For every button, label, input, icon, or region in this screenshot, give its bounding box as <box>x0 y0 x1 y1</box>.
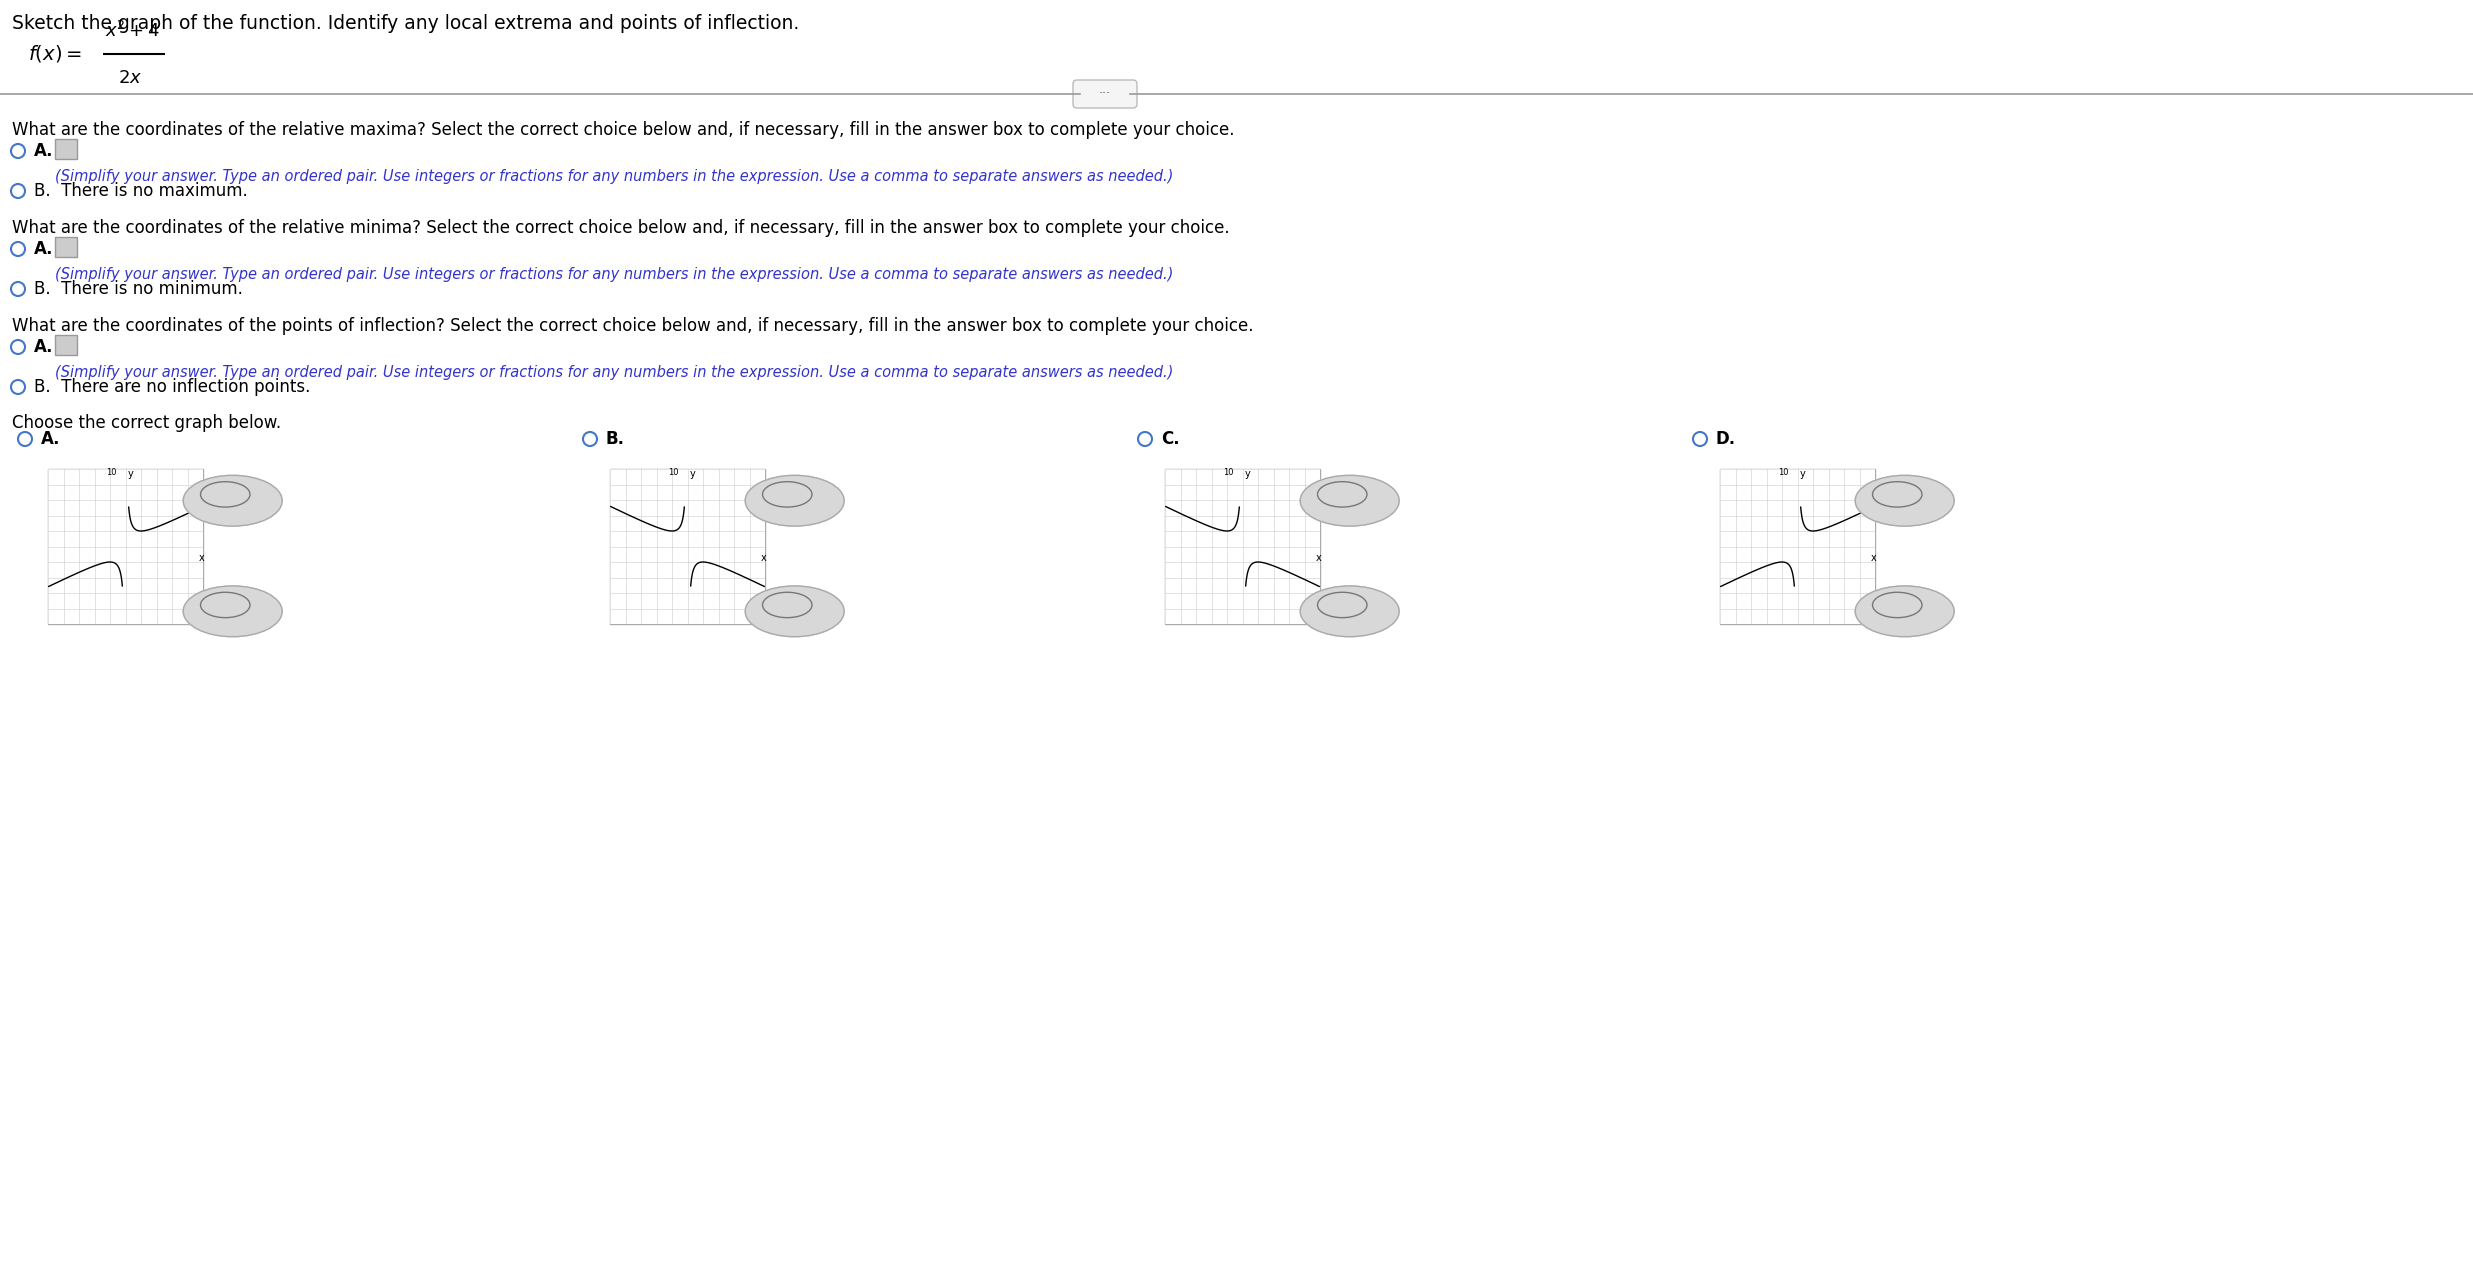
Text: B.  There is no minimum.: B. There is no minimum. <box>35 280 242 298</box>
Text: (Simplify your answer. Type an ordered pair. Use integers or fractions for any n: (Simplify your answer. Type an ordered p… <box>54 169 1172 184</box>
FancyBboxPatch shape <box>1073 80 1138 108</box>
FancyBboxPatch shape <box>1721 470 1875 624</box>
Text: +: + <box>1887 492 1894 503</box>
Text: x: x <box>762 553 767 563</box>
FancyBboxPatch shape <box>54 140 77 159</box>
Text: B.  There is no maximum.: B. There is no maximum. <box>35 181 247 201</box>
FancyBboxPatch shape <box>1165 470 1321 624</box>
Text: x: x <box>1870 553 1877 563</box>
Text: y: y <box>1800 470 1805 478</box>
Text: A.: A. <box>35 338 54 357</box>
Text: (Simplify your answer. Type an ordered pair. Use integers or fractions for any n: (Simplify your answer. Type an ordered p… <box>54 365 1172 379</box>
Text: 10: 10 <box>1222 468 1234 477</box>
FancyBboxPatch shape <box>611 470 764 624</box>
Text: C.: C. <box>1160 430 1180 448</box>
Text: D.: D. <box>1716 430 1736 448</box>
Text: −: − <box>777 603 786 613</box>
Text: $f(x) =$: $f(x) =$ <box>27 43 82 65</box>
Text: ···: ··· <box>1098 88 1110 100</box>
Text: $x^2 + 4$: $x^2 + 4$ <box>104 20 161 41</box>
FancyBboxPatch shape <box>54 237 77 258</box>
Text: 10: 10 <box>668 468 678 477</box>
Text: −: − <box>1330 603 1340 613</box>
FancyBboxPatch shape <box>54 335 77 355</box>
Text: +: + <box>1330 492 1340 503</box>
Text: A.: A. <box>42 430 59 448</box>
Text: A.: A. <box>35 240 54 258</box>
Text: (Simplify your answer. Type an ordered pair. Use integers or fractions for any n: (Simplify your answer. Type an ordered p… <box>54 266 1172 282</box>
Text: What are the coordinates of the relative minima? Select the correct choice below: What are the coordinates of the relative… <box>12 220 1229 237</box>
Text: $2x$: $2x$ <box>119 69 143 88</box>
Text: A.: A. <box>35 142 54 160</box>
Text: Sketch the graph of the function. Identify any local extrema and points of infle: Sketch the graph of the function. Identi… <box>12 14 799 33</box>
FancyBboxPatch shape <box>47 470 203 624</box>
Text: +: + <box>777 492 786 503</box>
Text: y: y <box>690 470 695 478</box>
Text: −: − <box>1887 603 1894 613</box>
Text: 10: 10 <box>106 468 116 477</box>
Text: x: x <box>198 553 205 563</box>
Text: B.  There are no inflection points.: B. There are no inflection points. <box>35 378 312 396</box>
Text: 10: 10 <box>1778 468 1788 477</box>
Text: What are the coordinates of the points of inflection? Select the correct choice : What are the coordinates of the points o… <box>12 317 1254 335</box>
Text: What are the coordinates of the relative maxima? Select the correct choice below: What are the coordinates of the relative… <box>12 121 1234 140</box>
Text: +: + <box>213 492 223 503</box>
Text: x: x <box>1316 553 1321 563</box>
Text: y: y <box>1244 470 1251 478</box>
Text: Choose the correct graph below.: Choose the correct graph below. <box>12 414 282 431</box>
Text: −: − <box>213 603 223 613</box>
Text: y: y <box>129 470 134 478</box>
Text: B.: B. <box>606 430 626 448</box>
